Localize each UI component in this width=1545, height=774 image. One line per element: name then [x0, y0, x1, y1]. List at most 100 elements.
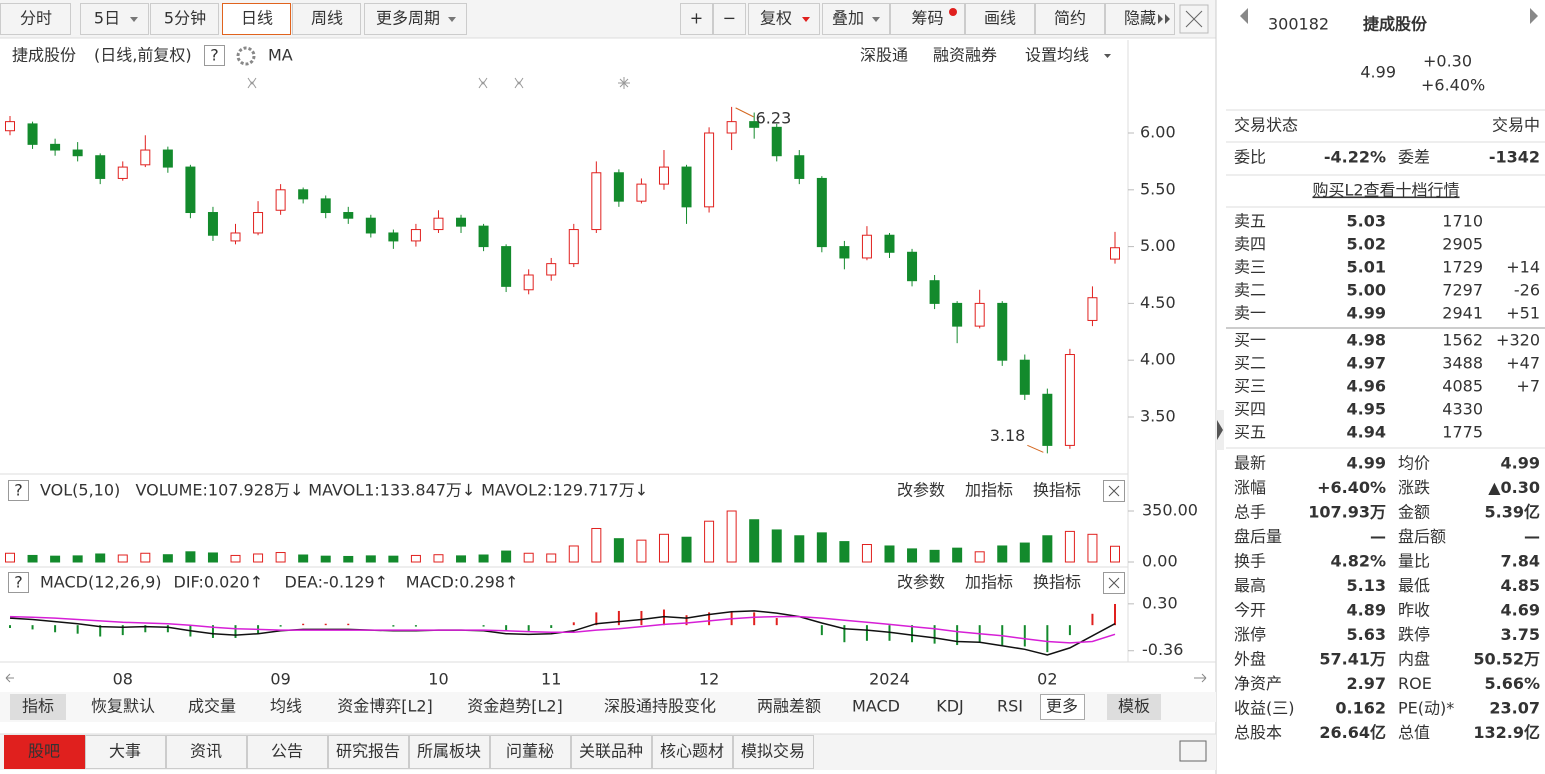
prev-stock[interactable] — [1240, 8, 1248, 24]
panel-button[interactable]: 换指标 — [1033, 573, 1081, 592]
book-price: 4.98 — [1347, 331, 1386, 350]
bottom-tab[interactable] — [409, 735, 490, 769]
toolbar-button[interactable] — [364, 3, 467, 35]
next-stock[interactable] — [1530, 8, 1538, 24]
book-change: -26 — [1514, 281, 1540, 300]
stat-value: 3.75 — [1501, 625, 1540, 644]
help-box[interactable] — [204, 45, 225, 66]
help-box[interactable] — [8, 480, 29, 501]
volume-bar — [388, 555, 399, 563]
indicator-tab[interactable]: KDJ — [936, 697, 964, 716]
ratio-value: -1342 — [1489, 148, 1540, 167]
l2-link[interactable]: 购买L2查看十档行情 — [1312, 181, 1459, 200]
indicator-tab[interactable]: 指标 — [22, 697, 54, 716]
bottom-tab[interactable] — [733, 735, 814, 769]
toolbar-button[interactable] — [0, 3, 71, 35]
candle-body — [1064, 354, 1075, 446]
panel-button[interactable]: 加指标 — [965, 573, 1013, 592]
indicator-tab[interactable]: 均线 — [270, 697, 302, 716]
panel-button[interactable]: 加指标 — [965, 481, 1013, 500]
y-tick-label: 6.00 — [1140, 123, 1176, 142]
book-price: 4.99 — [1347, 304, 1386, 323]
volume-bar — [456, 555, 467, 563]
volume-bar — [298, 554, 309, 563]
indicator-tab[interactable]: 更多 — [1046, 697, 1078, 716]
bottom-tab[interactable] — [328, 735, 409, 769]
panel-button[interactable]: 改参数 — [897, 481, 945, 500]
toolbar-button[interactable] — [680, 3, 713, 35]
event-marker[interactable] — [247, 77, 257, 89]
book-volume: 7297 — [1442, 281, 1483, 300]
help-icon: ? — [210, 46, 219, 65]
bottom-tab-label: 研究报告 — [336, 742, 400, 761]
bottom-tab[interactable] — [652, 735, 733, 769]
price-change: +0.30 — [1423, 52, 1472, 71]
toolbar-label: + — [690, 9, 703, 28]
stat-value: 4.69 — [1501, 601, 1540, 620]
book-volume: 1775 — [1442, 423, 1483, 442]
fullscreen-icon[interactable] — [1179, 4, 1209, 34]
help-icon: ? — [14, 573, 23, 592]
indicator-tab[interactable]: 资金博弈[L2] — [337, 697, 433, 716]
candle-body — [704, 132, 715, 208]
indicator-tab[interactable]: 恢复默认 — [91, 697, 155, 716]
volume-bar — [613, 538, 624, 563]
toolbar-button[interactable] — [965, 3, 1035, 35]
help-box[interactable] — [8, 572, 29, 593]
indicator-title: MACD(12,26,9) — [40, 573, 162, 592]
header-link[interactable]: 深股通 — [860, 46, 908, 65]
toolbar-button[interactable] — [713, 3, 746, 35]
panel-button[interactable]: 换指标 — [1033, 481, 1081, 500]
volume-bar — [929, 549, 940, 563]
indicator-more-box[interactable] — [1040, 694, 1085, 720]
event-marker[interactable] — [514, 77, 524, 89]
event-marker[interactable] — [618, 77, 630, 89]
settings-icon[interactable] — [236, 46, 256, 66]
stat-value: 0.162 — [1335, 699, 1386, 718]
bottom-tab[interactable] — [247, 735, 328, 769]
help-icon: ? — [14, 481, 23, 500]
bottom-tab-label: 模拟交易 — [741, 742, 805, 761]
indicator-tab[interactable]: 深股通持股变化 — [604, 697, 716, 716]
indicator-tab[interactable]: MACD — [852, 697, 900, 716]
scroll-right[interactable] — [1194, 673, 1207, 683]
ma-label[interactable]: MA — [268, 46, 293, 65]
stat-value: 23.07 — [1489, 699, 1540, 718]
scroll-left[interactable] — [5, 673, 14, 683]
stat-value: 4.99 — [1347, 454, 1386, 473]
bottom-tab[interactable] — [571, 735, 652, 769]
event-marker[interactable] — [478, 77, 488, 89]
indicator-tab[interactable]: 成交量 — [188, 697, 236, 716]
y-tick-label: 5.50 — [1140, 179, 1176, 198]
indicator-tab-bg[interactable] — [1107, 694, 1161, 720]
toolbar-button[interactable] — [1035, 3, 1105, 35]
candle-body — [839, 246, 850, 259]
indicator-value: DEA:-0.129↑ — [285, 573, 388, 592]
header-link[interactable]: 融资融券 — [933, 46, 997, 65]
panel-icon[interactable] — [1179, 740, 1207, 762]
toolbar-button[interactable] — [150, 3, 219, 35]
indicator-tab-bg[interactable] — [10, 694, 66, 720]
toolbar-button[interactable] — [80, 3, 149, 35]
bottom-tab[interactable] — [85, 735, 166, 769]
y-tick-label: -0.36 — [1142, 640, 1183, 659]
book-volume: 2941 — [1442, 304, 1483, 323]
indicator-tab[interactable]: 两融差额 — [757, 697, 821, 716]
indicator-tab[interactable]: RSI — [997, 697, 1023, 716]
toolbar-button[interactable] — [222, 3, 291, 35]
bottom-tab[interactable] — [4, 735, 85, 769]
indicator-value: MAVOL2:129.717万↓ — [481, 481, 648, 500]
bottom-tab[interactable] — [166, 735, 247, 769]
toolbar-label: 5分钟 — [164, 9, 206, 28]
panel-button[interactable]: 改参数 — [897, 573, 945, 592]
stat-label: PE(动)* — [1398, 699, 1454, 718]
bottom-tab[interactable] — [490, 735, 571, 769]
candle-body — [95, 155, 106, 179]
book-level: 买一 — [1234, 331, 1266, 350]
volume-bar — [478, 554, 489, 563]
toolbar-button[interactable] — [292, 3, 361, 35]
header-link[interactable]: 设置均线 — [1025, 46, 1089, 65]
indicator-tab[interactable]: 模板 — [1118, 697, 1150, 716]
indicator-tab[interactable]: 资金趋势[L2] — [467, 697, 563, 716]
volume-bar — [952, 547, 963, 563]
